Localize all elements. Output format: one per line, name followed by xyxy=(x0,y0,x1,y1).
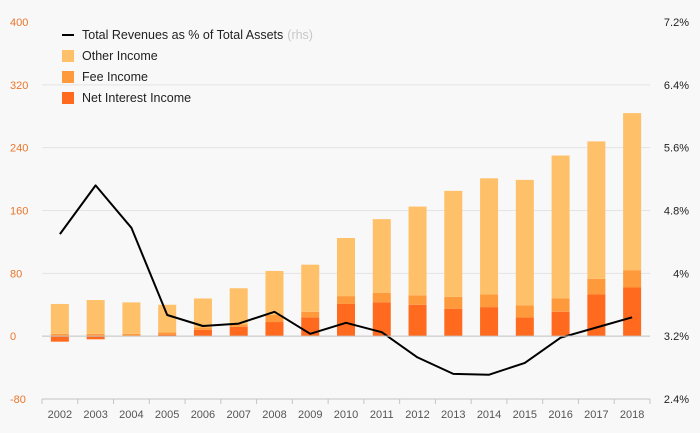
other-income-bar xyxy=(301,264,320,312)
x-tick-label: 2010 xyxy=(334,409,358,421)
x-tick-label: 2003 xyxy=(83,409,107,421)
other-income-bar xyxy=(623,113,642,271)
legend-swatch-other-income xyxy=(62,50,74,62)
legend-label-fee-income: Fee Income xyxy=(82,70,148,84)
x-tick-label: 2006 xyxy=(191,409,215,421)
x-tick-label: 2009 xyxy=(298,409,322,421)
other-income-bar xyxy=(551,155,570,299)
net-interest-income-bar xyxy=(229,326,248,337)
net-interest-income-bar xyxy=(408,304,427,337)
fee-income-bar xyxy=(337,296,355,304)
net-interest-income-bar xyxy=(623,287,642,337)
other-income-bar xyxy=(408,206,427,296)
fee-income-bar xyxy=(301,311,320,318)
right-tick-label: 4.8% xyxy=(664,206,689,218)
fee-income-bar xyxy=(193,327,212,330)
x-tick-label: 2012 xyxy=(405,409,429,421)
net-interest-income-bar xyxy=(551,311,570,337)
fee-income-bar xyxy=(623,270,642,288)
other-income-bar xyxy=(515,179,534,306)
x-tick-label: 2015 xyxy=(513,409,537,421)
other-income-bar xyxy=(50,303,69,334)
x-tick-label: 2002 xyxy=(48,409,72,421)
right-tick-label: 3.2% xyxy=(664,331,689,343)
left-tick-label: 320 xyxy=(10,80,28,92)
legend-label-net-interest-income: Net Interest Income xyxy=(82,91,191,105)
left-tick-label: 80 xyxy=(10,268,22,280)
fee-income-bar xyxy=(229,324,248,327)
other-income-bar xyxy=(122,302,141,334)
legend: Total Revenues as % of Total Assets (rhs)… xyxy=(62,28,313,105)
fee-income-bar xyxy=(265,314,284,323)
other-income-bar xyxy=(372,219,391,293)
x-tick-label: 2005 xyxy=(155,409,179,421)
legend-label-other-income: Other Income xyxy=(82,49,158,63)
fee-income-bar xyxy=(515,305,534,318)
net-interest-income-bar xyxy=(86,336,105,340)
fee-income-bar xyxy=(408,295,427,305)
x-tick-label: 2014 xyxy=(477,409,501,421)
other-income-bar xyxy=(86,300,105,334)
axes: -80 0 80 160 240 320 400 2.4% 3.2% 4% 4.8% 5.6% 6.4%… xyxy=(10,17,689,421)
net-interest-income-bar xyxy=(515,317,534,337)
legend-swatch-fee-income xyxy=(62,71,74,83)
left-tick-label: 400 xyxy=(10,17,28,29)
right-tick-label: 2.4% xyxy=(664,394,689,406)
other-income-bar xyxy=(587,141,606,279)
left-tick-label: 240 xyxy=(10,143,28,155)
right-tick-label: 4% xyxy=(673,268,689,280)
legend-suffix: (rhs) xyxy=(287,28,313,42)
fee-income-bar xyxy=(551,298,570,312)
net-interest-income-bar xyxy=(193,329,212,337)
fee-income-bar xyxy=(444,296,463,309)
x-tick-label: 2017 xyxy=(584,409,608,421)
fee-income-bar xyxy=(587,278,606,295)
x-tick-label: 2016 xyxy=(548,409,572,421)
net-interest-income-bar xyxy=(158,334,177,337)
left-tick-label: 160 xyxy=(10,206,28,218)
net-interest-income-bar xyxy=(265,322,284,337)
x-tick-label: 2013 xyxy=(441,409,465,421)
other-income-bar xyxy=(265,270,284,315)
fee-income-bar xyxy=(86,333,105,337)
net-interest-income-bar xyxy=(337,303,355,337)
bars xyxy=(50,113,642,342)
net-interest-income-bar xyxy=(444,308,463,337)
legend-label-total-revenues-as-of-total-assets: Total Revenues as % of Total Assets xyxy=(82,28,283,42)
left-tick-label: -80 xyxy=(10,394,26,406)
legend-swatch-net-interest-income xyxy=(62,92,74,104)
x-tick-label: 2008 xyxy=(262,409,286,421)
fee-income-bar xyxy=(372,292,391,303)
right-tick-label: 7.2% xyxy=(664,17,689,29)
net-interest-income-bar xyxy=(372,302,391,337)
net-interest-income-bar xyxy=(480,307,499,337)
other-income-bar xyxy=(229,288,248,325)
net-interest-income-bar xyxy=(50,336,69,342)
fee-income-bar xyxy=(158,332,177,335)
other-income-bar xyxy=(193,298,212,328)
other-income-bar xyxy=(158,304,177,333)
revenue-pct-line xyxy=(59,184,633,376)
other-income-bar xyxy=(444,190,463,297)
x-tick-label: 2011 xyxy=(370,409,394,421)
fee-income-bar xyxy=(122,333,141,337)
other-income-bar xyxy=(480,178,499,295)
revenue-line-layer xyxy=(59,184,633,376)
fee-income-bar xyxy=(480,294,499,308)
x-tick-label: 2018 xyxy=(620,409,644,421)
right-tick-label: 6.4% xyxy=(664,80,689,92)
left-tick-label: 0 xyxy=(10,331,16,343)
other-income-bar xyxy=(337,237,355,297)
x-tick-label: 2004 xyxy=(119,409,143,421)
right-tick-label: 5.6% xyxy=(664,143,689,155)
x-tick-label: 2007 xyxy=(226,409,250,421)
fee-income-bar xyxy=(50,333,69,337)
